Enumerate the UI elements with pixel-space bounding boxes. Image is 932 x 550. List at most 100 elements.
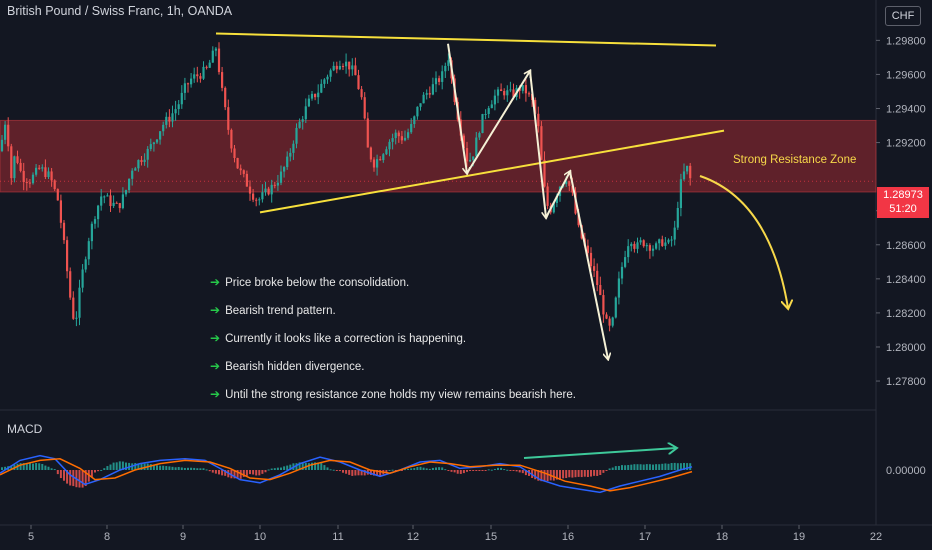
candle-body: [434, 78, 438, 85]
candle-body: [593, 266, 596, 271]
macd-histogram-bar: [459, 470, 462, 474]
green-arrow-icon: ➔: [210, 303, 221, 317]
macd-histogram-bar: [562, 470, 565, 479]
macd-histogram-bar: [149, 464, 152, 470]
macd-histogram-bar: [614, 466, 617, 470]
candle-body: [329, 70, 332, 77]
macd-indicator-label[interactable]: MACD: [7, 422, 43, 436]
macd-histogram-bar: [624, 465, 627, 470]
green-arrow-icon: ➔: [210, 387, 221, 401]
candle-body: [38, 167, 41, 169]
macd-histogram-bar: [211, 470, 214, 473]
candle-body: [7, 124, 10, 147]
candle-body: [540, 126, 543, 160]
candle-body: [224, 87, 227, 108]
candle-body: [134, 168, 137, 171]
macd-histogram-bar: [109, 464, 112, 470]
note-2: ➔ Bearish trend pattern.: [210, 303, 336, 317]
macd-histogram-bar: [537, 470, 540, 481]
candle-body: [279, 171, 283, 183]
macd-histogram-bar: [655, 464, 658, 470]
candle-body: [159, 131, 162, 140]
macd-histogram-bar: [180, 467, 183, 470]
macd-histogram-bar: [72, 470, 75, 487]
macd-histogram-bar: [642, 464, 645, 470]
macd-histogram-bar: [512, 470, 515, 471]
candle-body: [307, 98, 310, 107]
candle-body: [428, 93, 431, 95]
candle-body: [323, 79, 326, 84]
candle-body: [295, 127, 298, 144]
macd-histogram-bar: [565, 470, 568, 479]
macd-histogram-bar: [515, 470, 518, 472]
candle-body: [565, 181, 568, 185]
macd-histogram-bar: [425, 468, 428, 470]
macd-histogram-bar: [245, 470, 248, 476]
macd-histogram-bar: [369, 470, 372, 475]
candle-body: [338, 65, 341, 70]
candle-body: [484, 114, 487, 116]
macd-histogram-bar: [137, 463, 140, 470]
candle-body: [317, 92, 320, 98]
macd-histogram-bar: [311, 462, 313, 470]
macd-histogram-bar: [47, 466, 50, 470]
macd-histogram-bar: [450, 470, 453, 472]
macd-histogram-bar: [627, 464, 630, 470]
candle-body: [382, 154, 385, 161]
macd-histogram-bar: [518, 470, 521, 473]
candle-body: [4, 124, 7, 140]
zigzag-leg: [447, 43, 467, 173]
candle-body: [239, 168, 242, 171]
macd-histogram-bar: [252, 470, 255, 475]
y-tick-label: 1.29600: [886, 69, 926, 81]
candle-body: [645, 245, 648, 247]
candle-body: [205, 66, 208, 68]
candle-body: [236, 157, 239, 169]
macd-histogram-bar: [106, 466, 109, 470]
candle-body: [286, 156, 289, 168]
macd-histogram-bar: [410, 468, 413, 470]
macd-histogram-bar: [487, 469, 490, 471]
macd-histogram-bar: [314, 462, 317, 470]
macd-histogram-bar: [1, 467, 3, 470]
macd-histogram-bar: [326, 467, 329, 470]
candle-body: [180, 92, 183, 105]
candle-body: [233, 148, 236, 158]
candle-body: [162, 124, 165, 132]
y-tick-label: 1.29200: [886, 138, 926, 150]
macd-histogram-bar: [456, 470, 459, 474]
note-text: Bearish hidden divergence.: [225, 361, 365, 373]
candle-body: [326, 76, 329, 80]
candle-body: [630, 243, 633, 247]
candle-body: [242, 170, 245, 174]
candle-body: [118, 203, 121, 209]
macd-histogram-bar: [462, 470, 465, 474]
candle-body: [124, 190, 128, 195]
candle-body: [128, 178, 131, 191]
candle-body: [363, 97, 366, 119]
candle-body: [66, 240, 69, 272]
note-3: ➔ Currently it looks like a correction is…: [210, 331, 466, 345]
candle-body: [500, 89, 503, 92]
macd-histogram-bar: [351, 470, 354, 476]
candle-body: [391, 138, 394, 142]
candle-body: [84, 259, 87, 270]
macd-histogram-bar: [586, 470, 589, 478]
macd-histogram-bar: [636, 464, 639, 470]
candle-body: [248, 186, 252, 194]
macd-histogram-bar: [373, 470, 375, 476]
candle-body: [431, 84, 434, 95]
macd-histogram-bar: [583, 470, 586, 477]
candle-body: [230, 129, 233, 149]
candle-body: [335, 65, 338, 70]
candle-body: [112, 202, 115, 207]
candle-body: [171, 113, 174, 122]
candle-body: [100, 196, 103, 206]
currency-badge[interactable]: CHF: [885, 6, 921, 26]
macd-histogram-bar: [540, 470, 543, 482]
candle-body: [627, 246, 630, 258]
macd-histogram-bar: [338, 470, 341, 472]
macd-histogram-bar: [376, 470, 379, 476]
candle-body: [255, 199, 258, 201]
